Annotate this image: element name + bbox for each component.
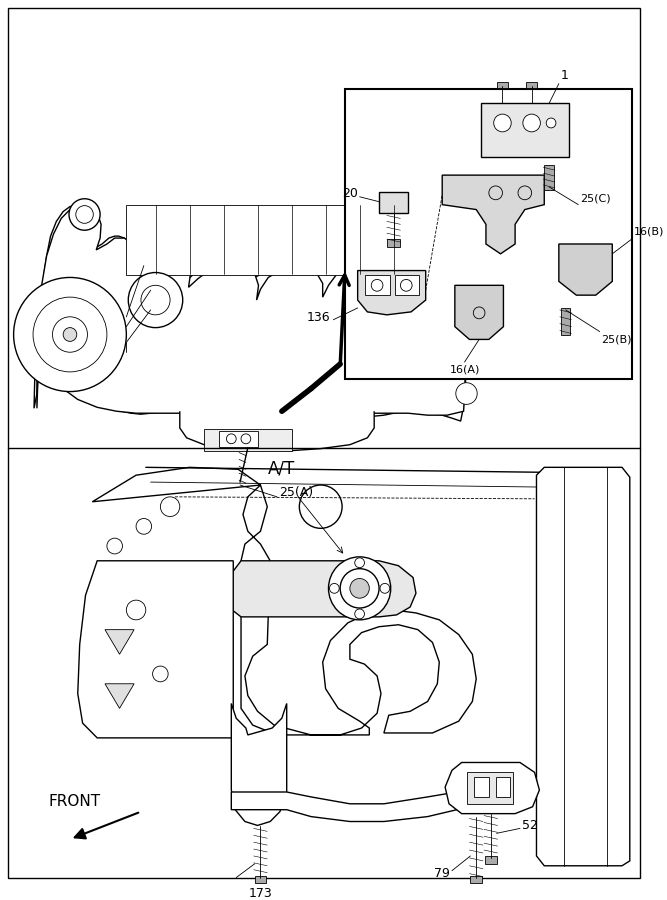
Text: 25(B): 25(B)	[602, 335, 632, 345]
Circle shape	[523, 114, 540, 131]
Text: 25(A): 25(A)	[279, 486, 313, 500]
Bar	[366, 275, 390, 295]
Circle shape	[340, 569, 379, 608]
Polygon shape	[105, 684, 134, 708]
Bar	[126, 204, 457, 275]
Bar	[497, 82, 508, 87]
Circle shape	[63, 328, 77, 341]
Circle shape	[456, 328, 477, 349]
Bar	[485, 856, 497, 864]
Bar	[526, 82, 538, 87]
Circle shape	[456, 356, 477, 377]
Circle shape	[350, 579, 370, 599]
Bar	[561, 308, 570, 336]
Circle shape	[456, 245, 477, 266]
Polygon shape	[231, 704, 287, 825]
Bar	[496, 778, 510, 796]
Polygon shape	[231, 792, 457, 822]
Bar	[474, 778, 489, 796]
Polygon shape	[442, 176, 544, 254]
Polygon shape	[223, 561, 416, 617]
Polygon shape	[536, 467, 630, 866]
Bar	[255, 876, 266, 884]
Polygon shape	[34, 204, 466, 421]
Text: 136: 136	[307, 311, 330, 324]
Circle shape	[299, 485, 342, 528]
Polygon shape	[37, 207, 468, 415]
Text: 25(C): 25(C)	[580, 194, 611, 203]
Text: 16(B): 16(B)	[634, 226, 664, 236]
Circle shape	[69, 199, 100, 230]
Polygon shape	[180, 411, 374, 451]
Polygon shape	[455, 285, 504, 339]
Bar	[204, 429, 291, 451]
Polygon shape	[105, 630, 134, 654]
Text: 1: 1	[561, 68, 569, 82]
Bar	[481, 104, 568, 158]
Circle shape	[128, 273, 183, 328]
Bar	[466, 772, 513, 804]
Text: FRONT: FRONT	[49, 795, 101, 809]
Bar	[395, 275, 419, 295]
Text: 173: 173	[249, 887, 272, 900]
Text: 79: 79	[434, 868, 450, 880]
Text: 20: 20	[342, 187, 358, 201]
Bar	[544, 166, 554, 190]
Circle shape	[456, 273, 477, 294]
Bar	[345, 88, 632, 379]
Circle shape	[494, 114, 511, 131]
Text: 52: 52	[522, 819, 538, 832]
Polygon shape	[78, 561, 233, 738]
Circle shape	[13, 277, 126, 392]
Bar	[219, 431, 257, 446]
Polygon shape	[358, 271, 426, 315]
Circle shape	[456, 300, 477, 321]
Bar	[470, 876, 482, 884]
Polygon shape	[445, 762, 540, 814]
Text: A/T: A/T	[268, 459, 295, 477]
Text: 16(A): 16(A)	[450, 364, 480, 374]
Bar	[379, 192, 408, 213]
Polygon shape	[559, 244, 612, 295]
Polygon shape	[92, 467, 476, 735]
Circle shape	[456, 382, 477, 404]
Circle shape	[329, 557, 391, 620]
Bar	[387, 239, 400, 247]
Circle shape	[546, 118, 556, 128]
